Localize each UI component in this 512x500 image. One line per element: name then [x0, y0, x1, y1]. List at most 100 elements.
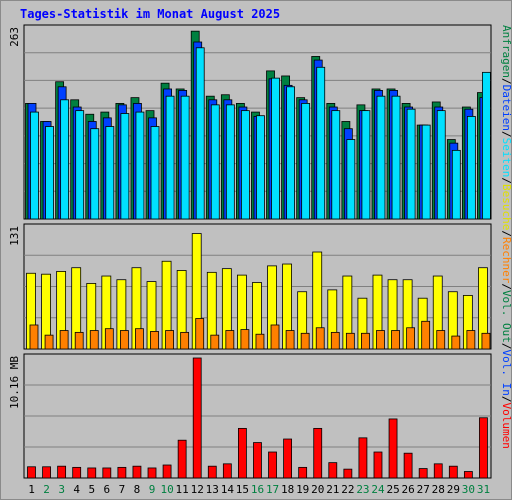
legend-entry: / [500, 230, 512, 237]
bar-volumen [87, 467, 97, 479]
bar-seiten [120, 113, 130, 220]
day-label: 24 [371, 483, 385, 496]
day-label: 4 [73, 483, 80, 496]
bar-rechner [89, 330, 99, 350]
bar-seiten [482, 71, 491, 220]
legend-entry: Besuche [500, 184, 512, 230]
bar-volumen [207, 465, 217, 479]
day-label: 11 [176, 483, 189, 496]
bar-volumen [147, 467, 157, 479]
day-label: 14 [221, 483, 235, 496]
bar-volumen [253, 442, 262, 479]
bar-seiten [391, 95, 401, 220]
legend-entry: Vol. In [500, 350, 512, 396]
bar-volumen [57, 465, 67, 479]
bar-volumen [313, 427, 323, 479]
bar-seiten [105, 126, 115, 220]
bar-volumen [418, 468, 428, 479]
bar-rechner [165, 330, 174, 350]
bar-rechner [406, 327, 416, 350]
bar-seiten [436, 110, 446, 220]
bar-seiten [301, 103, 311, 220]
bar-seiten [241, 110, 250, 220]
bar-seiten [90, 128, 100, 220]
axis-max-label: 263 [8, 27, 21, 47]
day-label: 16 [251, 483, 264, 496]
day-label: 15 [236, 483, 249, 496]
bar-rechner [74, 331, 84, 350]
bar-rechner [436, 330, 446, 350]
day-label: 12 [191, 483, 204, 496]
bar-volumen [463, 471, 473, 479]
chart-title: Tages-Statistik im Monat August 2025 [20, 7, 281, 21]
legend-entry: / [500, 177, 512, 184]
bar-volumen [343, 468, 353, 479]
bar-seiten [180, 95, 190, 220]
bar-seiten [346, 139, 356, 220]
bar-seiten [165, 95, 175, 220]
bar-volumen [479, 417, 488, 479]
bar-seiten [135, 111, 145, 220]
day-label: 31 [477, 483, 490, 496]
day-label: 17 [266, 483, 279, 496]
bar-rechner [119, 330, 129, 350]
bar-rechner [104, 328, 114, 350]
bar-volumen [162, 464, 172, 479]
bar-rechner [391, 330, 400, 350]
day-label: 26 [402, 483, 415, 496]
day-label: 19 [296, 483, 309, 496]
bar-seiten [316, 66, 326, 220]
bar-seiten [451, 149, 461, 220]
day-label: 23 [356, 483, 369, 496]
bar-rechner [315, 327, 325, 350]
bar-volumen [433, 463, 443, 479]
bar-rechner [195, 318, 205, 350]
day-label: 22 [341, 483, 354, 496]
bar-volumen [448, 465, 458, 479]
axis-max-label: 131 [8, 226, 21, 246]
bar-seiten [421, 124, 431, 220]
bar-volumen [298, 466, 308, 479]
bar-rechner [361, 332, 370, 350]
day-label: 10 [160, 483, 173, 496]
bar-rechner [225, 330, 235, 350]
bar-rechner [421, 320, 431, 350]
bar-volumen [388, 418, 398, 479]
legend-entry: / [500, 396, 512, 403]
bar-rechner [59, 330, 69, 350]
bar-volumen [72, 466, 82, 479]
day-label: 21 [326, 483, 339, 496]
bar-volumen [132, 465, 142, 479]
bar-volumen [373, 451, 383, 479]
legend-entry: Volumen [500, 403, 512, 449]
bar-seiten [210, 104, 220, 220]
bar-rechner [255, 333, 265, 350]
bar-volumen [358, 437, 368, 479]
legend-entry: Rechner [500, 237, 512, 284]
bar-volumen [403, 452, 413, 479]
bar-volumen [268, 451, 277, 479]
bar-rechner [210, 334, 220, 350]
bar-rechner [240, 329, 250, 350]
bar-rechner [270, 324, 280, 350]
bar-volumen [42, 466, 51, 479]
day-label: 25 [386, 483, 399, 496]
legend-entry: / [500, 78, 512, 85]
day-label: 29 [447, 483, 460, 496]
day-label: 30 [462, 483, 475, 496]
day-label: 2 [43, 483, 50, 496]
right-legend: Anfragen/Dateien/Seiten/Besuche/Rechner/… [500, 25, 512, 449]
bar-rechner [330, 331, 340, 350]
bar-seiten [195, 47, 205, 220]
bar-rechner [135, 328, 144, 350]
bar-seiten [75, 110, 85, 220]
bar-seiten [225, 104, 235, 220]
bar-volumen [283, 438, 292, 479]
day-label: 3 [58, 483, 65, 496]
bar-seiten [286, 86, 295, 220]
bar-seiten [271, 77, 280, 220]
bar-volumen [328, 462, 338, 479]
bar-rechner [29, 324, 39, 350]
bar-volumen [27, 466, 36, 479]
